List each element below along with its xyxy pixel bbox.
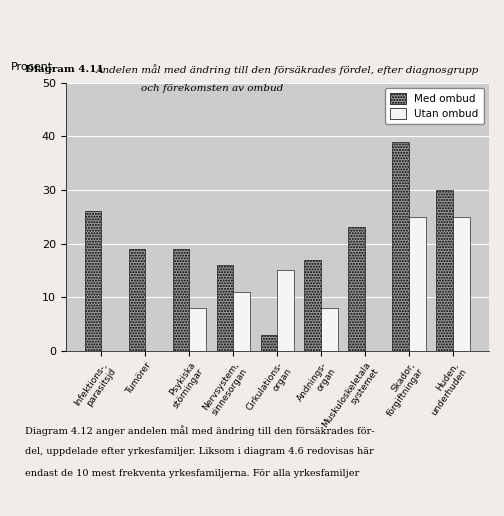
Text: Procent: Procent (11, 62, 52, 72)
Bar (85, 212, 101, 351)
Text: Diagram 4.12 anger andelen mål med ändring till den försäkrades för-: Diagram 4.12 anger andelen mål med ändri… (25, 426, 374, 437)
Bar (233, 292, 250, 351)
Bar (129, 249, 145, 351)
Bar (453, 217, 470, 351)
Bar (277, 270, 294, 351)
Bar (409, 217, 426, 351)
Bar (348, 228, 365, 351)
Bar (436, 190, 453, 351)
Text: endast de 10 mest frekventa yrkesfamiljerna. För alla yrkesfamiljer: endast de 10 mest frekventa yrkesfamilje… (25, 469, 359, 478)
Bar (217, 265, 233, 351)
Text: del, uppdelade efter yrkesfamiljer. Liksom i diagram 4.6 redovisas här: del, uppdelade efter yrkesfamiljer. Liks… (25, 447, 374, 456)
Bar (392, 141, 409, 351)
Legend: Med ombud, Utan ombud: Med ombud, Utan ombud (385, 88, 484, 124)
Bar (304, 260, 321, 351)
Bar (261, 335, 277, 351)
Bar (321, 308, 338, 351)
Text: Andelen mål med ändring till den försäkrades fördel, efter diagnosgrupp: Andelen mål med ändring till den försäkr… (96, 64, 479, 75)
Text: Diagram 4.11: Diagram 4.11 (25, 64, 107, 73)
Bar (173, 249, 190, 351)
Bar (190, 308, 206, 351)
Text: och förekomsten av ombud: och förekomsten av ombud (141, 84, 283, 93)
